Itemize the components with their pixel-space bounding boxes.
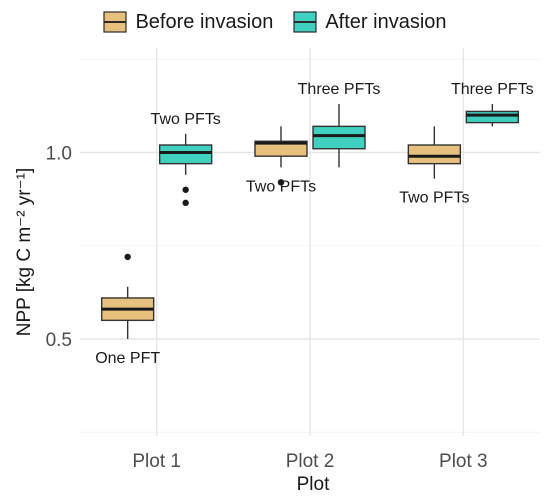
x-tick-label: Plot 1 xyxy=(132,451,181,472)
y-tick-label: 1.0 xyxy=(46,143,72,164)
outlier-point xyxy=(277,179,285,186)
legend-item-before: Before invasion xyxy=(103,11,273,34)
pft-annotation: One PFT xyxy=(95,350,160,367)
y-axis-title: NPP [kg C m⁻² yr⁻¹] xyxy=(14,168,35,337)
box-after xyxy=(158,144,213,165)
pft-annotation: Two PFTs xyxy=(151,111,221,128)
x-tick-label: Plot 3 xyxy=(439,451,488,472)
pft-annotation: Two PFTs xyxy=(399,190,469,207)
legend-item-after: After invasion xyxy=(293,10,447,34)
outlier-point xyxy=(182,186,189,193)
legend-key-after xyxy=(293,11,317,33)
legend-label-after: After invasion xyxy=(325,10,447,33)
box-before xyxy=(254,140,308,157)
x-axis-title: Plot xyxy=(297,474,330,495)
box-after xyxy=(465,110,520,124)
legend: Before invasion After invasion xyxy=(0,8,550,36)
pft-annotation: Three PFTs xyxy=(298,81,381,98)
pft-annotation: Two PFTs xyxy=(246,178,316,195)
box-before xyxy=(407,144,462,165)
pft-annotation: Three PFTs xyxy=(451,81,534,98)
legend-key-before xyxy=(103,11,128,33)
box-after xyxy=(312,125,366,150)
x-tick-label: Plot 2 xyxy=(286,451,335,472)
legend-label-before: Before invasion xyxy=(135,10,274,33)
outlier-point xyxy=(124,253,131,261)
outlier-point xyxy=(182,199,189,207)
y-tick-label: 0.5 xyxy=(46,330,72,351)
